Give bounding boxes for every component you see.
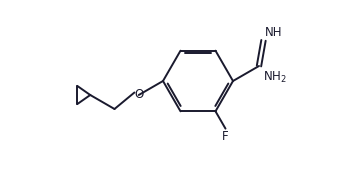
Text: NH: NH [265,26,282,39]
Text: F: F [222,130,229,143]
Text: O: O [134,89,143,102]
Text: NH$_2$: NH$_2$ [263,70,287,85]
